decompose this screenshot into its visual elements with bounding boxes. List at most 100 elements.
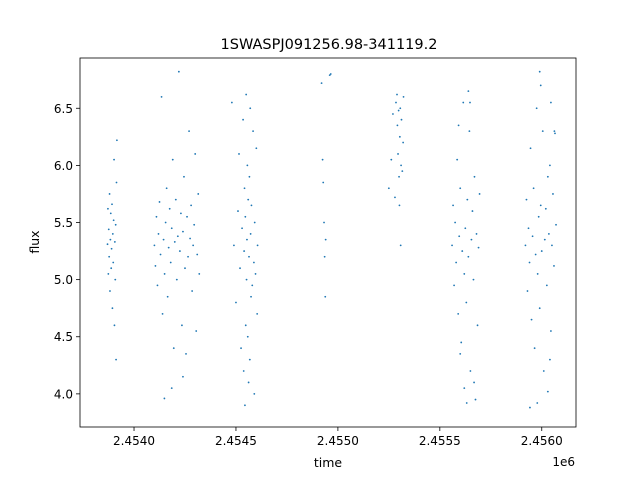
data-point xyxy=(397,109,400,112)
plot-frame xyxy=(79,57,577,428)
data-point xyxy=(181,324,183,327)
data-point xyxy=(546,175,549,178)
data-point xyxy=(163,397,166,400)
data-points xyxy=(106,70,557,409)
data-point xyxy=(154,265,157,267)
data-point xyxy=(456,158,459,161)
data-point xyxy=(107,228,110,231)
data-point xyxy=(190,204,193,207)
data-point xyxy=(249,233,252,235)
data-point xyxy=(539,84,542,87)
y-tick-label: 4.5 xyxy=(54,330,73,344)
data-point xyxy=(453,284,455,287)
data-point xyxy=(474,398,477,401)
y-axis-label: flux xyxy=(27,230,42,253)
data-point xyxy=(256,313,259,315)
data-point xyxy=(186,215,188,218)
data-point xyxy=(158,201,161,203)
data-point xyxy=(243,250,246,252)
data-point xyxy=(400,118,403,121)
data-point xyxy=(171,158,174,161)
data-point xyxy=(248,358,251,361)
data-point xyxy=(246,335,249,338)
chart-title: 1SWASPJ091256.98-341119.2 xyxy=(221,37,438,53)
data-point xyxy=(451,244,453,247)
data-point xyxy=(255,147,258,150)
data-point xyxy=(530,318,533,321)
data-point xyxy=(458,235,461,238)
data-point xyxy=(162,238,165,241)
data-point xyxy=(549,164,551,167)
data-point xyxy=(538,70,541,73)
data-point xyxy=(252,130,254,133)
data-point xyxy=(537,215,540,218)
data-point xyxy=(555,223,557,226)
data-point xyxy=(465,402,468,404)
data-point xyxy=(401,170,404,173)
data-point xyxy=(464,227,467,230)
data-point xyxy=(452,204,454,207)
data-point xyxy=(247,381,250,384)
data-point xyxy=(471,210,474,212)
data-point xyxy=(248,175,251,178)
data-point xyxy=(396,124,399,127)
x-tick-label: 2.4545 xyxy=(215,434,257,448)
data-point xyxy=(397,153,399,155)
data-point xyxy=(196,253,199,256)
data-point xyxy=(536,273,539,275)
data-point xyxy=(192,244,195,247)
data-point xyxy=(178,250,181,252)
data-point xyxy=(174,198,177,201)
data-point xyxy=(184,267,186,270)
data-point xyxy=(115,358,117,361)
data-point xyxy=(392,113,394,115)
data-point xyxy=(256,244,259,247)
data-point xyxy=(528,261,531,264)
data-point xyxy=(251,284,254,287)
data-point xyxy=(329,73,332,75)
data-point xyxy=(253,221,256,224)
data-point xyxy=(243,187,246,190)
data-point xyxy=(531,235,534,238)
data-point xyxy=(109,290,111,292)
data-point xyxy=(540,250,543,252)
data-point xyxy=(524,244,527,247)
data-point xyxy=(246,164,249,167)
data-point xyxy=(473,381,475,384)
data-point xyxy=(460,341,463,344)
data-point xyxy=(193,223,196,226)
data-point xyxy=(469,370,472,372)
data-point xyxy=(109,238,112,241)
data-point xyxy=(182,375,184,378)
data-point xyxy=(463,387,466,390)
data-point xyxy=(543,238,546,241)
data-point xyxy=(546,390,549,393)
data-point xyxy=(553,130,556,133)
data-point xyxy=(454,221,457,224)
data-point xyxy=(170,227,173,230)
data-point xyxy=(116,139,118,142)
data-point xyxy=(112,219,115,222)
data-point xyxy=(183,175,185,178)
data-point xyxy=(554,132,556,135)
data-point xyxy=(253,392,256,395)
data-point xyxy=(194,153,197,155)
data-point xyxy=(182,230,184,233)
data-point xyxy=(108,193,111,195)
data-point xyxy=(549,358,551,361)
data-point xyxy=(239,267,241,270)
y-tick-label: 5.0 xyxy=(54,273,73,287)
data-point xyxy=(238,153,240,155)
data-point xyxy=(113,158,115,161)
data-point xyxy=(463,273,466,275)
data-point xyxy=(477,246,480,249)
data-point xyxy=(476,324,479,327)
data-point xyxy=(110,267,113,270)
data-point xyxy=(246,238,248,241)
data-point xyxy=(547,233,550,235)
data-point xyxy=(198,273,201,275)
data-point xyxy=(461,250,464,252)
data-point xyxy=(526,290,529,292)
data-point xyxy=(534,253,537,256)
